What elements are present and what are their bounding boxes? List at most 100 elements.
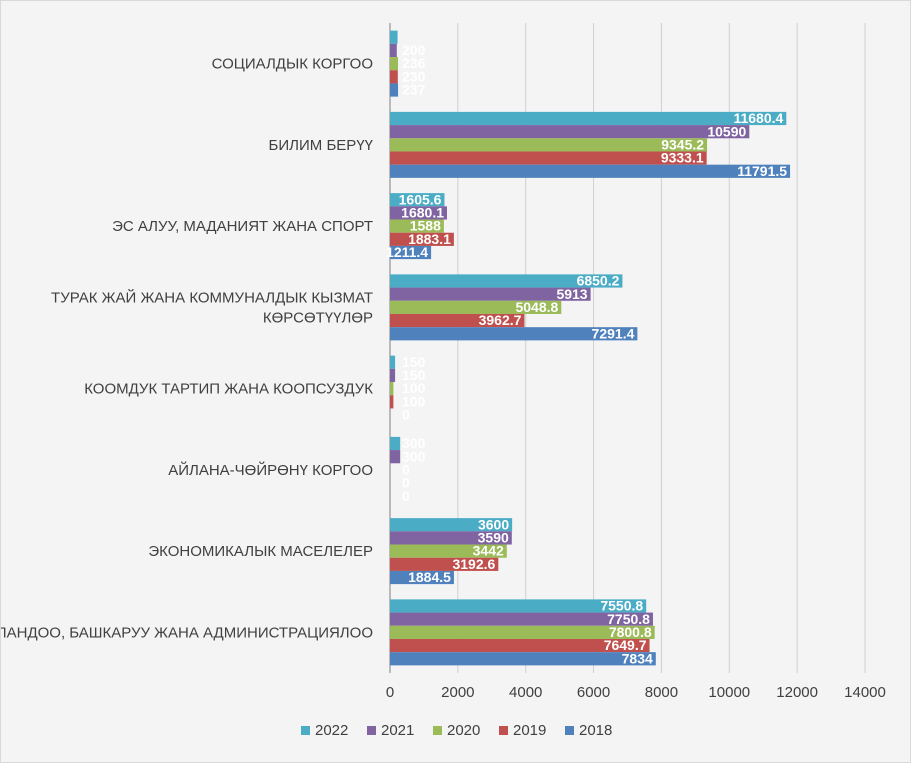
data-label: 9333.1 (661, 150, 704, 166)
data-label: 6850.2 (577, 273, 620, 289)
data-label: 3600 (478, 516, 509, 532)
category-label-line: ЭКОНОМИКАЛЫК МАСЕЛЕЛЕР (148, 543, 373, 560)
category-label-line: АЙЛАНА-ЧӨЙРӨНҮ КОРГОО (168, 461, 373, 479)
data-label: 5913 (556, 286, 587, 302)
bar (390, 570, 454, 585)
data-label: 230 (402, 68, 426, 84)
bar (390, 125, 750, 139)
data-label: 7834 (622, 650, 653, 666)
category-label-line: КООМДУК ТАРТИП ЖАНА КООПСУЗДУК (84, 381, 373, 398)
bar (390, 164, 791, 178)
legend-swatch (433, 726, 442, 735)
bar (390, 557, 499, 571)
x-tick-label: 4000 (509, 684, 542, 701)
bar (390, 300, 562, 314)
legend-swatch (367, 726, 376, 735)
legend-swatch (565, 726, 574, 735)
data-label: 1588 (410, 218, 441, 234)
data-label: 0 (402, 475, 410, 491)
bar (390, 612, 653, 626)
bar (390, 193, 445, 207)
data-label: 200 (402, 42, 426, 58)
x-tick-label: 6000 (577, 684, 610, 701)
data-label: 150 (402, 367, 426, 383)
category-label-line: ТУРАК ЖАЙ ЖАНА КОММУНАЛДЫК КЫЗМАТ (51, 288, 373, 306)
bar (390, 313, 525, 328)
bar (390, 274, 623, 288)
bar (390, 111, 787, 126)
legend-swatch (301, 726, 310, 735)
x-tick-label: 10000 (708, 684, 750, 701)
data-label: 1884.5 (408, 569, 451, 585)
category-label: АЙЛАНА-ЧӨЙРӨНҮ КОРГОО (168, 461, 373, 479)
data-label: 100 (402, 380, 426, 396)
category-label-line: ПЛАНДОО, БАШКАРУУ ЖАНА АДМИНИСТРАЦИЯЛОО (1, 624, 373, 641)
x-tick-label: 12000 (776, 684, 818, 701)
data-label: 5048.8 (515, 299, 558, 315)
data-label: 100 (402, 393, 426, 409)
category-label-line: СОЦИАЛДЫК КОРГОО (212, 56, 373, 73)
legend-label: 2022 (315, 722, 348, 739)
category-label: СОЦИАЛДЫК КОРГОО (212, 56, 373, 73)
data-label: 1211.4 (386, 244, 428, 260)
bar (390, 518, 513, 532)
data-label: 300 (402, 448, 426, 464)
data-label: 300 (402, 435, 426, 451)
data-label: 3590 (478, 530, 509, 546)
bar (390, 638, 650, 653)
data-label: 7750.8 (607, 611, 650, 627)
data-label: 0 (402, 488, 410, 504)
data-label: 11791.5 (737, 163, 787, 179)
category-label: ЭС АЛУУ, МАДАНИЯТ ЖАНА СПОРТ (112, 218, 373, 235)
x-tick-label: 2000 (441, 684, 474, 701)
bar (390, 30, 398, 44)
category-label: ТУРАК ЖАЙ ЖАНА КОММУНАЛДЫК КЫЗМАТ КӨРСӨТҮ… (51, 288, 373, 326)
bar (390, 70, 398, 84)
data-label: 236 (402, 55, 426, 71)
x-tick-label: 0 (386, 684, 394, 701)
category-label-line: БИЛИМ БЕРҮҮ (269, 137, 374, 154)
bar (390, 138, 708, 152)
data-label: 0 (402, 461, 410, 477)
bar (390, 368, 396, 383)
bar (390, 531, 512, 545)
data-label: 3962.7 (479, 312, 522, 328)
bar (390, 206, 448, 220)
data-label: 1883.1 (408, 231, 451, 247)
category-label: БИЛИМ БЕРҮҮ (269, 137, 374, 154)
legend-label: 2018 (579, 722, 612, 739)
bar (390, 83, 399, 97)
bar (390, 327, 638, 341)
bar (390, 544, 507, 558)
data-label: 237 (402, 82, 426, 98)
bar (390, 57, 399, 71)
x-tick-label: 8000 (645, 684, 678, 701)
category-label-line: КӨРСӨТҮҮЛӨР (263, 309, 373, 326)
bar (390, 599, 647, 613)
bar (390, 232, 454, 246)
category-label: ПЛАНДОО, БАШКАРУУ ЖАНА АДМИНИСТРАЦИЯЛОО (1, 624, 373, 641)
bar (390, 450, 401, 464)
bar (390, 395, 394, 409)
data-label: 1605.6 (399, 191, 442, 207)
data-label: 0 (402, 407, 410, 423)
bar (390, 625, 655, 639)
data-label: 7649.7 (604, 637, 647, 653)
data-label: 7800.8 (609, 624, 652, 640)
data-label: 9345.2 (661, 136, 704, 152)
bar (390, 652, 656, 666)
data-label: 3192.6 (452, 556, 495, 572)
bar (390, 436, 401, 451)
bar (390, 43, 397, 58)
category-label-line: ЭС АЛУУ, МАДАНИЯТ ЖАНА СПОРТ (112, 218, 373, 235)
category-label: КООМДУК ТАРТИП ЖАНА КООПСУЗДУК (84, 381, 373, 398)
legend-label: 2020 (447, 722, 480, 739)
bar (390, 219, 444, 233)
category-label: ЭКОНОМИКАЛЫК МАСЕЛЕЛЕР (148, 543, 373, 560)
bar (390, 382, 394, 396)
bar (390, 245, 432, 260)
bar (390, 287, 591, 301)
data-label: 7550.8 (600, 598, 643, 614)
